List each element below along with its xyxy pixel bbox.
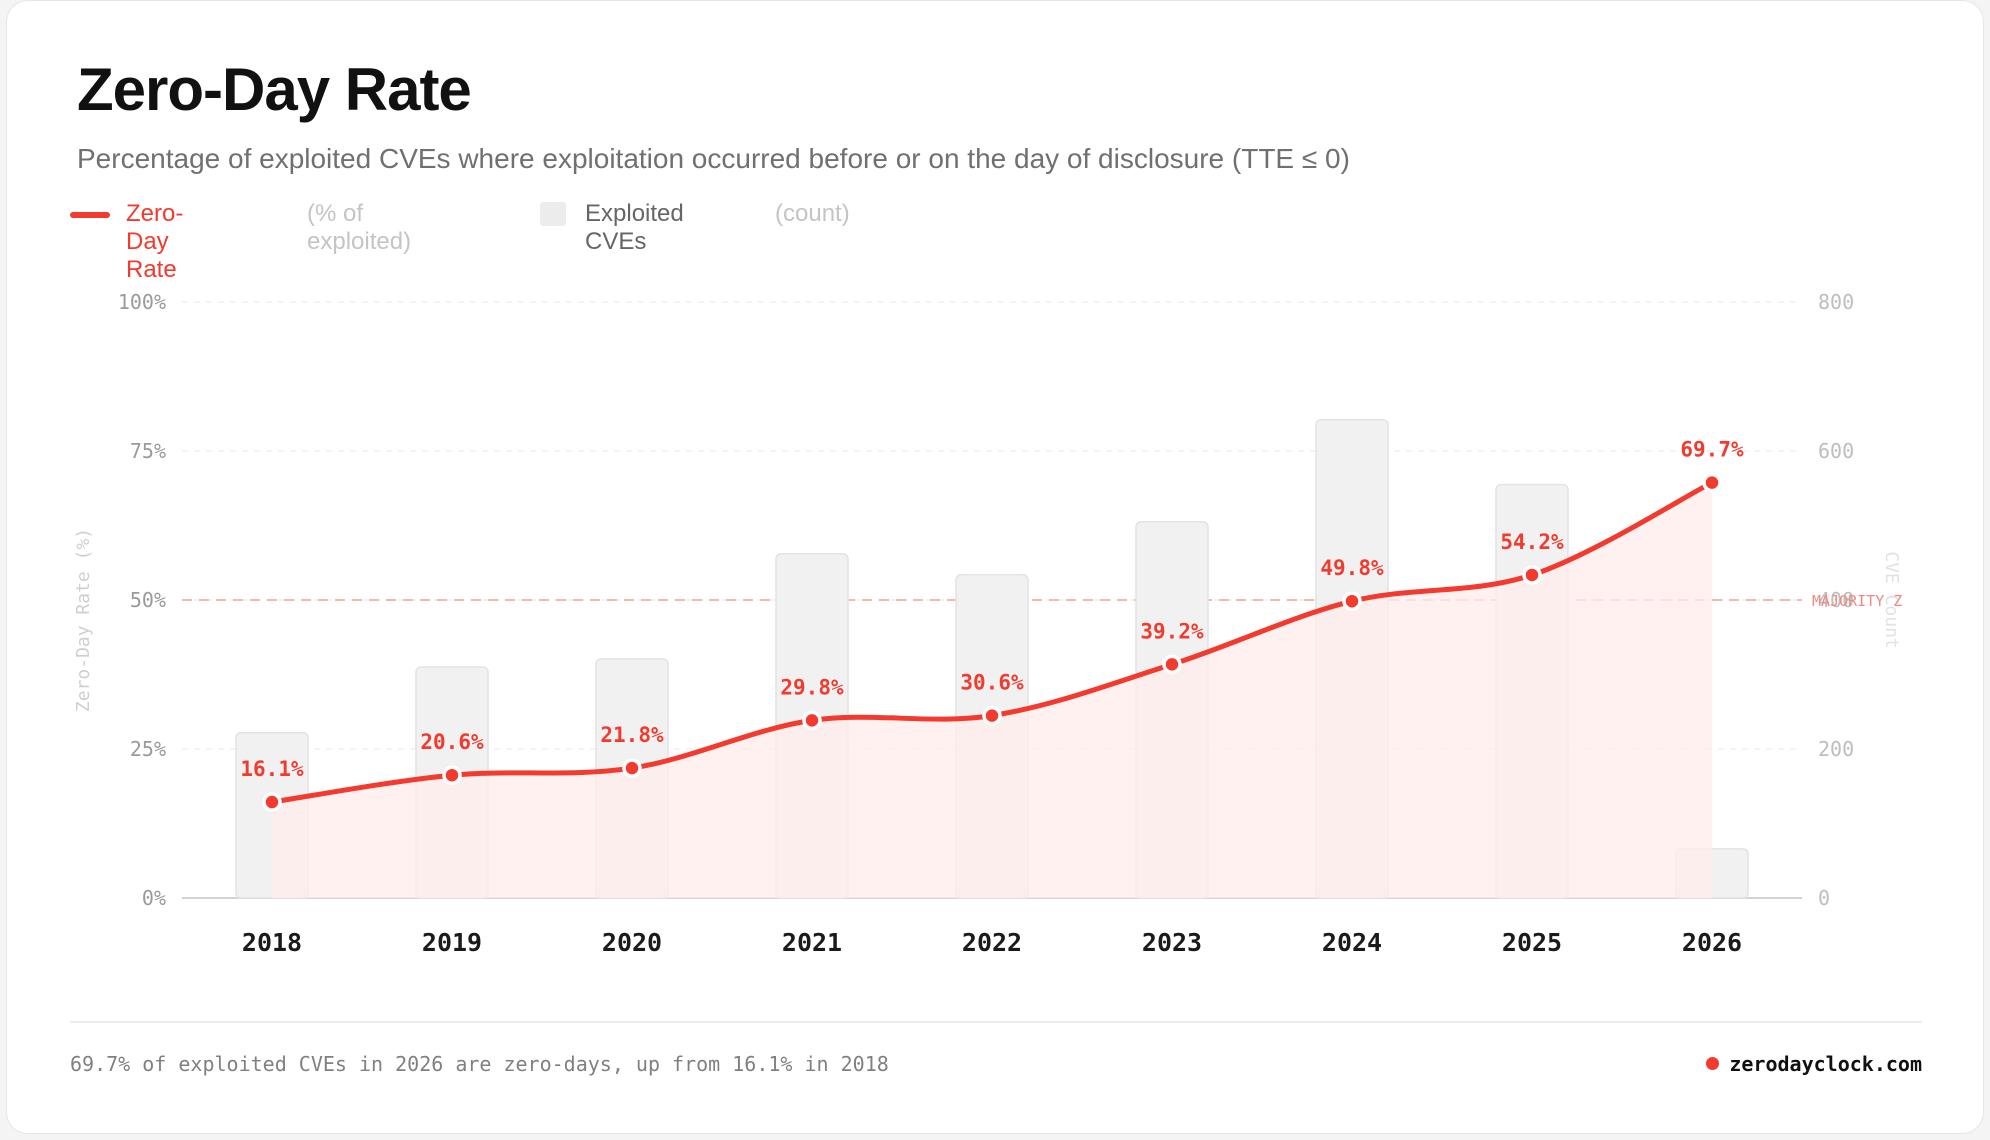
rate-data-label: 16.1% [240, 757, 304, 781]
x-tick-label: 2018 [242, 928, 302, 957]
zero-day-rate-point [982, 705, 1002, 726]
y-left-tick-label: 25% [130, 737, 166, 761]
y-right-tick-label: 800 [1818, 290, 1854, 314]
legend-bar-swatch [540, 202, 566, 226]
legend-rate-unit: (% of exploited) [307, 200, 412, 255]
y-right-tick-label: 600 [1818, 439, 1854, 463]
rate-data-label: 69.7% [1680, 438, 1744, 462]
chart-title: Zero-Day Rate [77, 56, 472, 123]
legend-bar-label: Exploited CVEs [585, 200, 684, 255]
rate-data-label: 49.8% [1320, 556, 1384, 580]
y-left-tick-label: 50% [130, 588, 166, 612]
footer-brand-label: zerodayclock.com [1729, 1052, 1922, 1076]
zero-day-rate-point [1162, 654, 1182, 675]
rate-data-label: 39.2% [1140, 619, 1204, 643]
rate-data-label: 21.8% [600, 723, 664, 747]
footer-divider [70, 1021, 1922, 1023]
y-left-tick-label: 0% [142, 886, 166, 910]
legend-rate-label: Zero-Day Rate [126, 200, 184, 283]
brand-dot-icon [1706, 1057, 1720, 1070]
y-left-tick-label: 100% [118, 290, 166, 314]
legend-bar-unit: (count) [775, 200, 850, 227]
zero-day-rate-point [1342, 591, 1362, 611]
footer-summary: 69.7% of exploited CVEs in 2026 are zero… [70, 1052, 889, 1076]
x-tick-label: 2026 [1682, 928, 1742, 957]
y-right-axis-title: CVE Count [1881, 551, 1902, 649]
footer-brand-link[interactable]: zerodayclock.com [1706, 1052, 1922, 1076]
majority-reference-label: MAJORITY Z [1812, 592, 1902, 610]
x-tick-label: 2024 [1322, 928, 1382, 957]
y-right-tick-label: 200 [1818, 737, 1854, 761]
zero-day-rate-point [622, 758, 642, 778]
zero-day-rate-point [802, 710, 822, 731]
y-left-axis-title: Zero-Day Rate (%) [73, 528, 94, 712]
x-tick-label: 2020 [602, 928, 662, 957]
y-left-tick-label: 75% [130, 439, 166, 463]
zero-day-rate-point [262, 792, 282, 812]
zero-day-rate-point [442, 765, 462, 785]
rate-data-label: 20.6% [420, 730, 484, 754]
x-tick-label: 2021 [782, 928, 842, 957]
zero-day-rate-point [1522, 565, 1542, 585]
rate-data-label: 29.8% [780, 675, 844, 699]
rate-data-label: 54.2% [1500, 530, 1564, 554]
legend-line-swatch [70, 212, 110, 218]
y-right-tick-label: 400 [1818, 588, 1854, 612]
x-tick-label: 2019 [422, 928, 482, 957]
x-tick-label: 2023 [1142, 928, 1202, 957]
zero-day-rate-area [272, 482, 1712, 898]
y-right-tick-label: 0 [1818, 886, 1830, 910]
x-tick-label: 2022 [962, 928, 1022, 957]
chart-subtitle: Percentage of exploited CVEs where explo… [77, 143, 1350, 174]
zero-day-rate-chart: 16.1% 20.6% 21.8% 29.8% 30.6% 39.2% 49.8% 54.2%… [73, 290, 1902, 957]
rate-data-label: 30.6% [960, 671, 1024, 695]
x-tick-label: 2025 [1502, 928, 1562, 957]
zero-day-rate-point [1702, 472, 1722, 493]
